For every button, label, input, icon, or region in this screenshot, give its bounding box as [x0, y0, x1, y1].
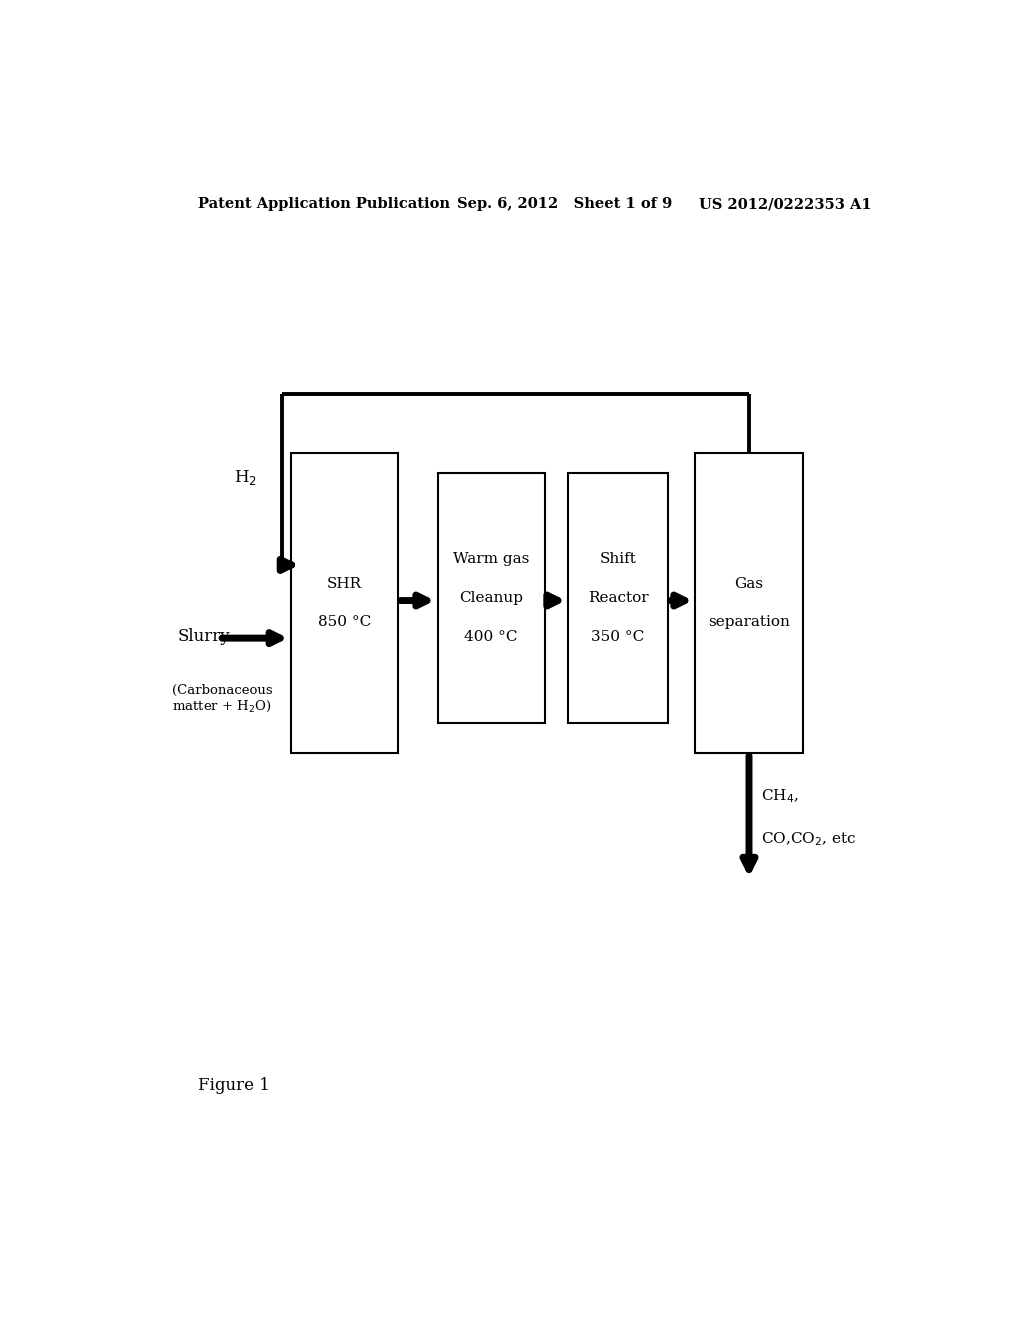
Text: (Carbonaceous
matter + H$_2$O): (Carbonaceous matter + H$_2$O) — [172, 684, 272, 714]
Text: Patent Application Publication: Patent Application Publication — [198, 197, 450, 211]
Text: 400 °C: 400 °C — [464, 630, 518, 644]
Bar — [291, 453, 397, 752]
Text: Shift: Shift — [600, 552, 637, 566]
Text: separation: separation — [708, 615, 790, 630]
Bar — [437, 474, 545, 722]
Text: SHR: SHR — [327, 577, 361, 591]
Text: Sep. 6, 2012   Sheet 1 of 9: Sep. 6, 2012 Sheet 1 of 9 — [458, 197, 673, 211]
Text: Reactor: Reactor — [588, 591, 648, 605]
Text: Cleanup: Cleanup — [459, 591, 523, 605]
Text: 350 °C: 350 °C — [592, 630, 645, 644]
Text: US 2012/0222353 A1: US 2012/0222353 A1 — [699, 197, 872, 211]
Bar — [695, 453, 803, 752]
Text: Figure 1: Figure 1 — [198, 1077, 269, 1094]
Text: 850 °C: 850 °C — [317, 615, 371, 630]
Text: CH$_4$,: CH$_4$, — [761, 787, 799, 804]
Text: Slurry: Slurry — [177, 627, 229, 644]
Text: CO,CO$_2$, etc: CO,CO$_2$, etc — [761, 830, 856, 849]
Text: H$_2$: H$_2$ — [233, 469, 256, 487]
Bar — [568, 474, 668, 722]
Text: Warm gas: Warm gas — [453, 552, 529, 566]
Text: Gas: Gas — [734, 577, 764, 591]
